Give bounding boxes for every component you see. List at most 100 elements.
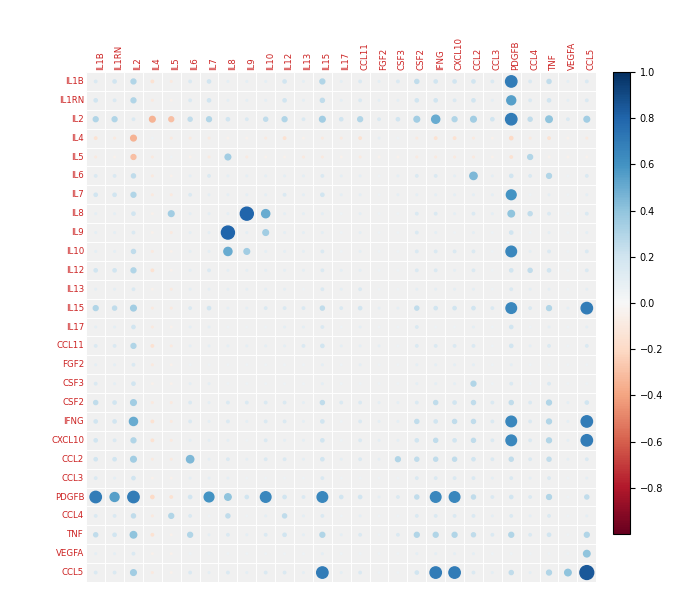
Bar (407, 450, 426, 469)
Bar (275, 261, 294, 280)
Bar (181, 544, 199, 563)
Bar (483, 317, 502, 337)
Circle shape (454, 99, 456, 101)
Bar (445, 450, 464, 469)
Circle shape (221, 226, 234, 239)
Bar (559, 299, 578, 317)
Bar (559, 488, 578, 506)
Circle shape (265, 137, 267, 139)
Circle shape (586, 515, 587, 517)
Bar (105, 91, 124, 110)
Circle shape (302, 251, 304, 252)
Circle shape (397, 80, 399, 83)
Bar (370, 110, 389, 128)
Circle shape (433, 532, 438, 537)
Circle shape (416, 232, 418, 234)
Circle shape (397, 345, 399, 347)
Circle shape (302, 496, 304, 498)
Circle shape (585, 401, 589, 404)
Circle shape (510, 136, 513, 140)
Bar (407, 563, 426, 582)
Circle shape (94, 571, 97, 574)
Bar (218, 204, 237, 223)
Bar (105, 412, 124, 431)
Bar (143, 261, 162, 280)
Bar (332, 166, 351, 185)
Circle shape (113, 571, 116, 574)
Circle shape (283, 533, 286, 536)
Circle shape (113, 80, 116, 83)
Circle shape (209, 553, 210, 554)
Circle shape (473, 553, 475, 554)
Bar (502, 166, 521, 185)
Bar (407, 299, 426, 317)
Circle shape (302, 80, 304, 82)
Circle shape (529, 99, 531, 101)
Circle shape (416, 156, 418, 158)
Circle shape (529, 533, 531, 536)
Circle shape (320, 79, 325, 84)
Bar (237, 412, 256, 431)
Circle shape (491, 118, 494, 121)
Circle shape (151, 307, 153, 309)
Bar (218, 128, 237, 148)
Circle shape (435, 364, 437, 365)
Circle shape (321, 439, 324, 442)
Bar (124, 280, 143, 299)
Circle shape (320, 532, 325, 537)
Circle shape (491, 232, 493, 233)
Bar (124, 204, 143, 223)
Bar (483, 128, 502, 148)
Circle shape (473, 364, 475, 365)
Bar (540, 72, 559, 91)
Circle shape (547, 400, 552, 405)
Bar (86, 488, 105, 506)
Bar (237, 337, 256, 355)
Bar (426, 506, 445, 526)
Circle shape (416, 289, 418, 290)
Circle shape (378, 345, 380, 347)
Bar (124, 355, 143, 374)
Circle shape (581, 434, 592, 446)
Bar (313, 204, 332, 223)
Circle shape (397, 289, 399, 290)
Bar (294, 261, 313, 280)
Circle shape (415, 495, 419, 499)
Bar (445, 223, 464, 242)
Circle shape (435, 194, 437, 196)
Bar (86, 128, 105, 148)
Bar (351, 469, 370, 488)
Circle shape (473, 477, 475, 479)
Bar (105, 393, 124, 412)
Circle shape (151, 326, 153, 328)
Circle shape (340, 213, 342, 214)
Bar (237, 506, 256, 526)
Bar (313, 148, 332, 166)
Circle shape (321, 515, 323, 517)
Bar (143, 128, 162, 148)
Circle shape (246, 421, 248, 422)
Circle shape (473, 326, 475, 328)
Circle shape (265, 458, 267, 460)
Bar (578, 91, 596, 110)
Circle shape (265, 80, 267, 82)
Circle shape (208, 572, 210, 574)
Circle shape (321, 213, 323, 214)
Circle shape (150, 116, 155, 122)
Bar (143, 337, 162, 355)
Bar (389, 526, 407, 544)
Circle shape (434, 439, 438, 442)
Bar (521, 337, 540, 355)
Circle shape (435, 269, 437, 272)
Circle shape (546, 116, 552, 122)
Circle shape (567, 232, 568, 233)
Circle shape (208, 175, 210, 177)
Circle shape (170, 402, 172, 403)
Circle shape (473, 232, 475, 233)
Bar (256, 450, 275, 469)
Circle shape (152, 213, 153, 214)
Bar (162, 242, 181, 261)
Bar (464, 280, 483, 299)
Bar (407, 488, 426, 506)
Circle shape (548, 212, 550, 215)
